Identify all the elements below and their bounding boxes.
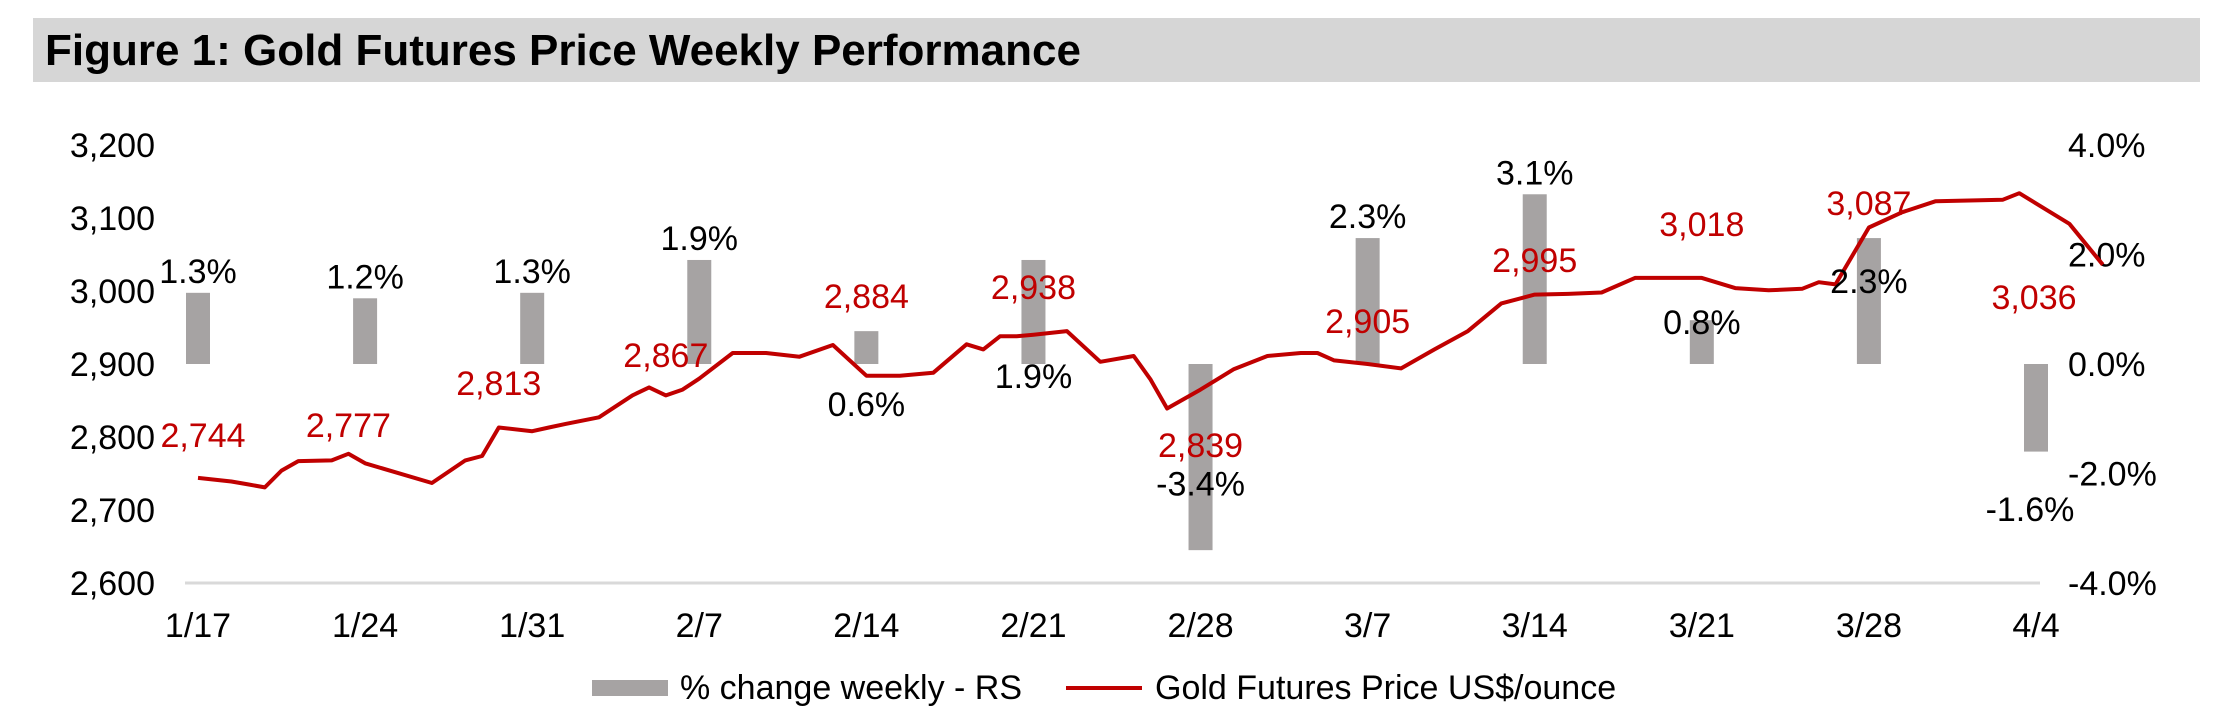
x-tick-label: 4/4 — [2012, 607, 2059, 645]
bar-value-label: 2.3% — [1830, 263, 1908, 301]
y-left-tick-label: 3,200 — [70, 127, 155, 165]
figure-title: Figure 1: Gold Futures Price Weekly Perf… — [45, 26, 1081, 75]
x-tick-label: 1/24 — [332, 607, 398, 645]
x-tick-label: 2/14 — [833, 607, 899, 645]
bar-value-label: 1.3% — [159, 253, 237, 291]
price-value-label: 3,018 — [1659, 206, 1744, 244]
price-series — [197, 191, 2105, 490]
bar-value-label: 0.8% — [1663, 304, 1741, 342]
bar — [1021, 259, 1046, 364]
bar — [186, 292, 210, 364]
price-value-label: 2,867 — [623, 337, 708, 375]
x-tick-label: 1/31 — [499, 607, 565, 645]
price-value-label: 2,744 — [160, 417, 245, 455]
y-right-tick-label: -4.0% — [2068, 565, 2157, 603]
x-tick-label: 3/7 — [1344, 607, 1391, 645]
y-left-tick-label: 3,100 — [70, 200, 155, 238]
y-right-tick-label: 0.0% — [2068, 346, 2146, 384]
data-labels: 1.3% 1.2% 1.3% 1.9% 0.6% 1.9% -3.4% 2.3% 3.1% 0.8… — [159, 154, 2076, 529]
x-tick-label: 3/21 — [1669, 607, 1735, 645]
y-left-tick-label: 3,000 — [70, 273, 155, 311]
bar — [1689, 320, 1714, 364]
price-value-label: 3,036 — [1991, 279, 2076, 317]
bar-value-label: -3.4% — [1156, 465, 1245, 503]
price-line — [197, 191, 2105, 490]
y-left-tick-label: 2,800 — [70, 419, 155, 457]
y-right-tick-label: 4.0% — [2068, 127, 2146, 165]
bar — [687, 259, 712, 364]
bar-value-label: 3.1% — [1496, 154, 1574, 192]
bar — [1856, 238, 1881, 364]
legend-line-label: Gold Futures Price US$/ounce — [1155, 669, 1616, 707]
price-value-label: 2,938 — [991, 269, 1076, 307]
price-value-label: 2,995 — [1492, 242, 1577, 280]
x-tick-label: 1/17 — [165, 607, 231, 645]
bar — [2024, 364, 2048, 452]
x-tick-label: 2/21 — [1000, 607, 1066, 645]
bar — [854, 331, 879, 364]
price-value-label: 3,087 — [1826, 185, 1911, 223]
price-value-label: 2,905 — [1325, 303, 1410, 341]
axes: 2,600 2,700 2,800 2,900 3,000 3,100 3,200 -4.0%… — [70, 127, 2157, 645]
bar-value-label: 1.3% — [493, 253, 571, 291]
legend-bar-swatch — [592, 680, 668, 696]
bar-value-label: 1.9% — [995, 358, 1073, 396]
price-value-label: 2,839 — [1158, 427, 1243, 465]
bar-value-label: 1.2% — [326, 258, 404, 296]
bar — [520, 292, 545, 364]
bar-value-label: 1.9% — [661, 220, 739, 258]
legend-bar-label: % change weekly - RS — [680, 669, 1022, 707]
y-right-tick-label: 2.0% — [2068, 237, 2146, 275]
y-right-tick-label: -2.0% — [2068, 456, 2157, 494]
price-value-label: 2,884 — [824, 278, 909, 316]
y-left-tick-label: 2,900 — [70, 346, 155, 384]
y-left-tick-label: 2,600 — [70, 565, 155, 603]
x-tick-label: 2/7 — [676, 607, 723, 645]
title-bar: Figure 1: Gold Futures Price Weekly Perf… — [33, 18, 2200, 82]
bars-series — [186, 194, 2048, 551]
bar — [1522, 194, 1547, 364]
legend: % change weekly - RS Gold Futures Price U… — [592, 669, 1616, 707]
bar-value-label: -1.6% — [1986, 491, 2075, 529]
bar-value-label: 2.3% — [1329, 198, 1407, 236]
x-tick-label: 3/28 — [1836, 607, 1902, 645]
y-left-tick-label: 2,700 — [70, 492, 155, 530]
bar — [353, 298, 378, 364]
x-tick-label: 3/14 — [1502, 607, 1568, 645]
price-value-label: 2,777 — [306, 407, 391, 445]
price-value-label: 2,813 — [456, 365, 541, 403]
bar-value-label: 0.6% — [828, 386, 906, 424]
bar — [1355, 238, 1380, 364]
x-tick-label: 2/28 — [1167, 607, 1233, 645]
